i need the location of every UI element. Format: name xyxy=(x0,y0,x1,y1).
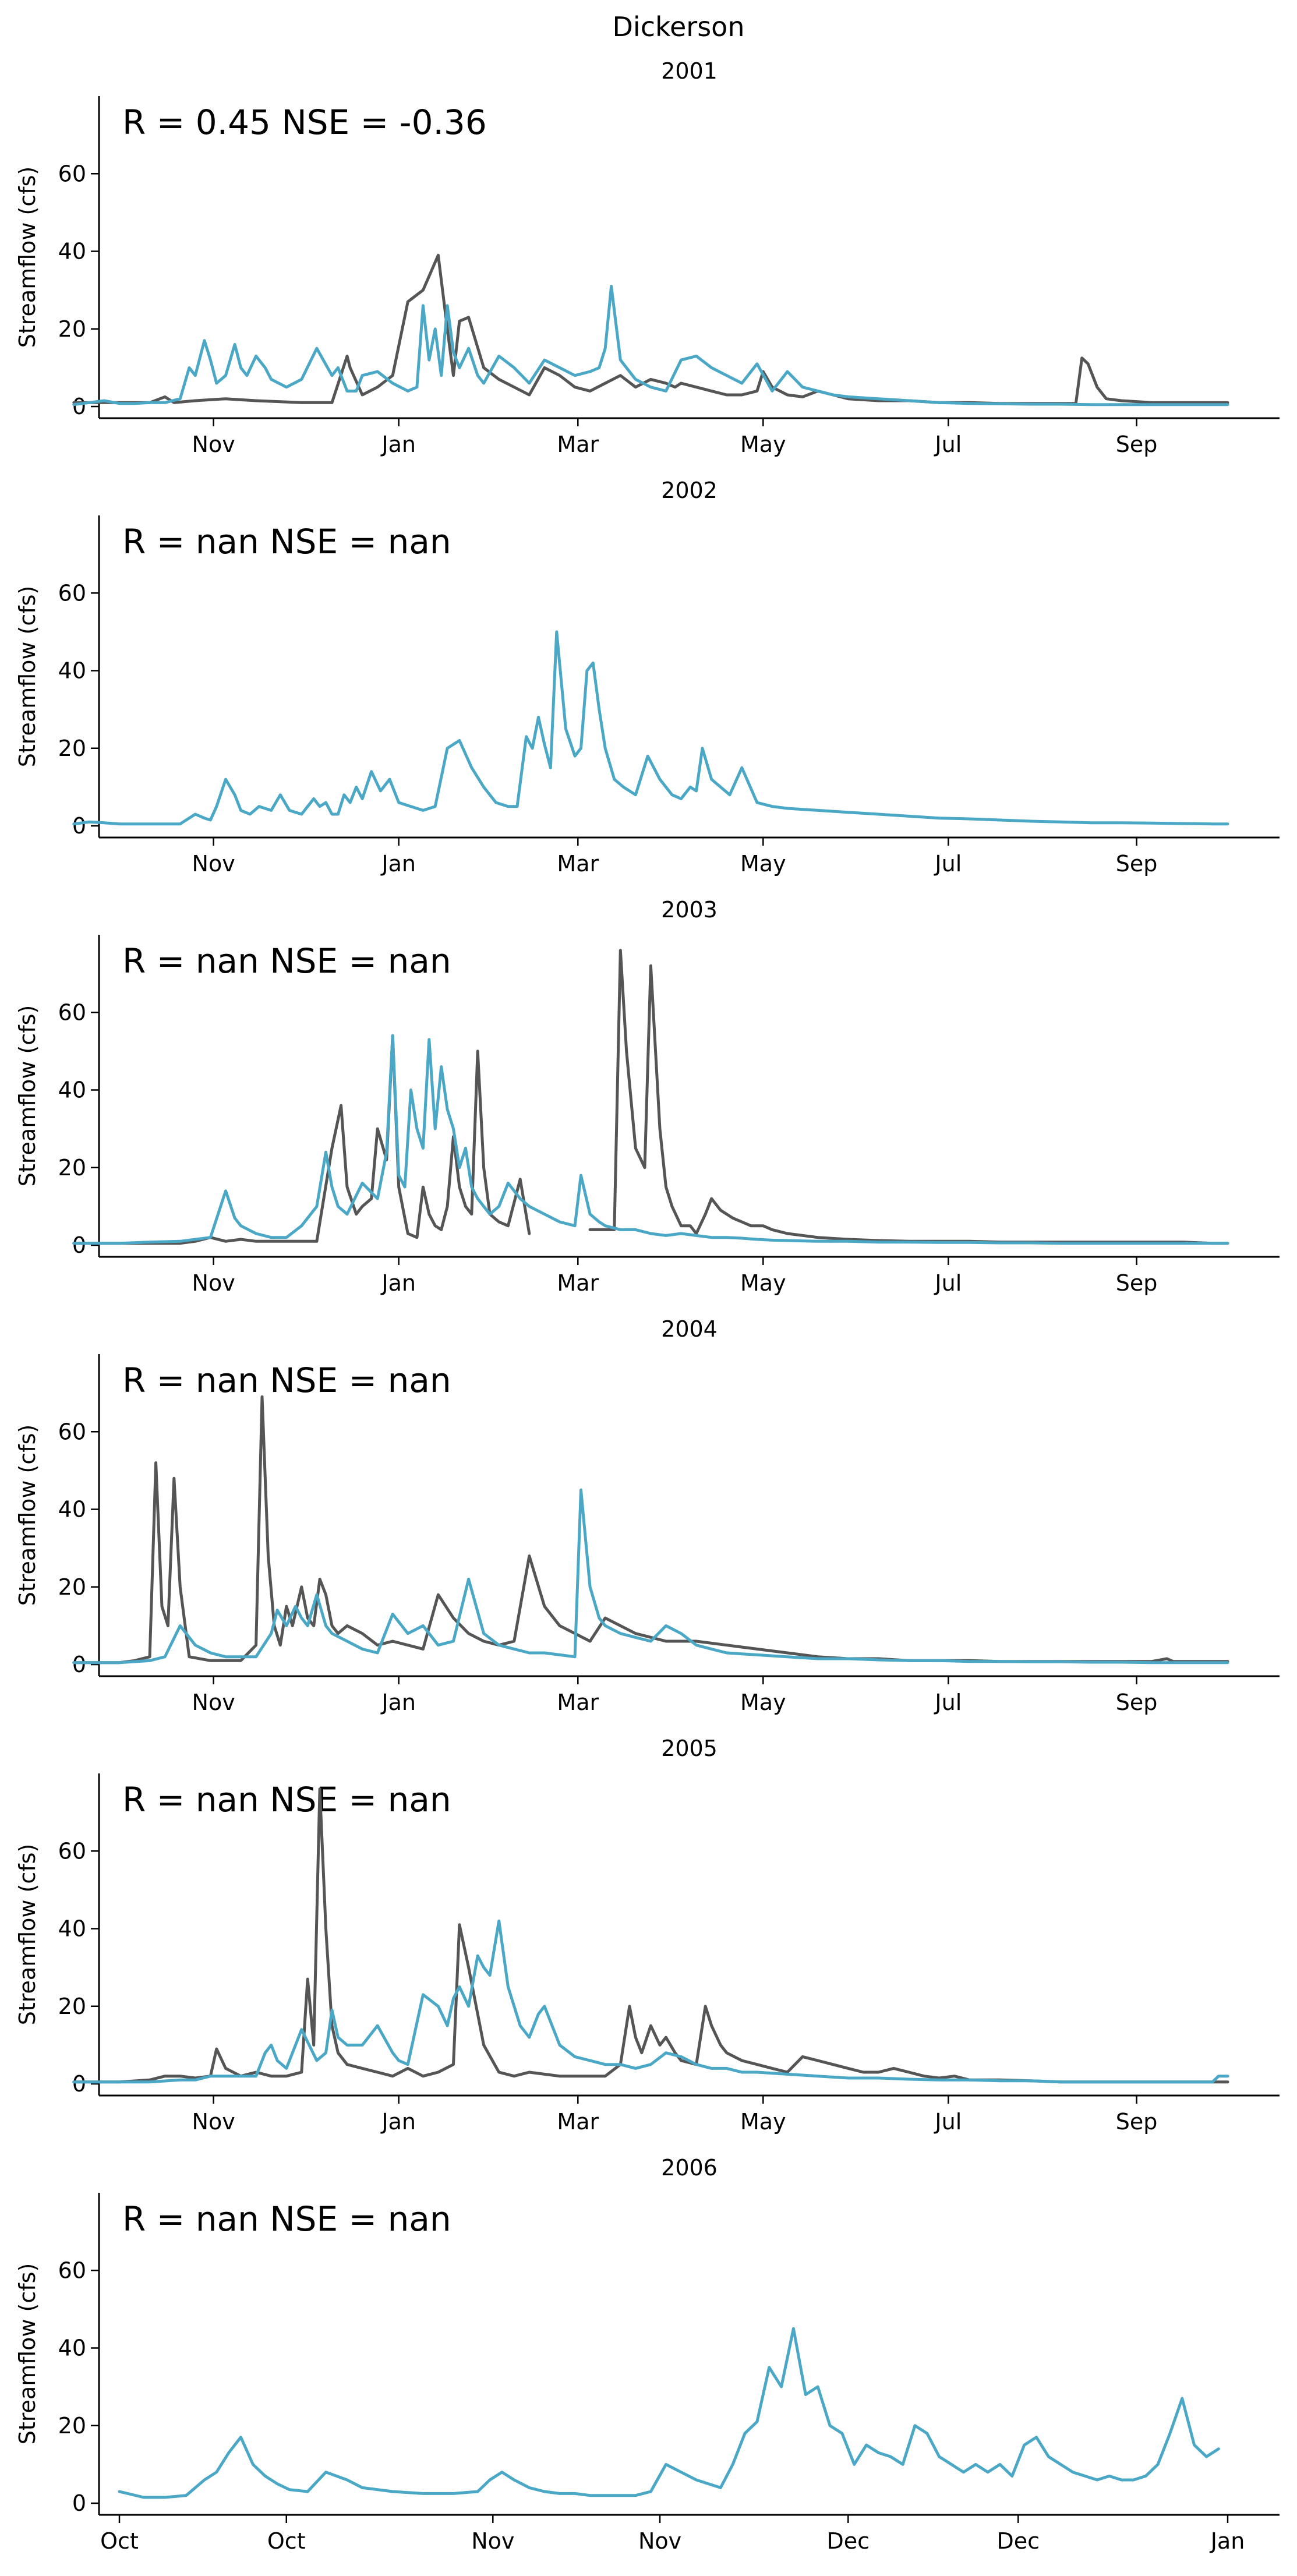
panel-title: 2006 xyxy=(661,2155,718,2181)
x-tick-label: Dec xyxy=(996,2528,1040,2554)
x-tick-label: Dec xyxy=(827,2528,870,2554)
y-tick-label: 0 xyxy=(72,1232,86,1258)
x-tick-label: Jul xyxy=(934,1690,962,1715)
x-tick-label: May xyxy=(740,1270,786,1296)
x-tick-label: Sep xyxy=(1116,1270,1158,1296)
x-tick-label: Mar xyxy=(557,851,599,877)
y-tick-label: 20 xyxy=(58,2413,86,2439)
y-tick-label: 20 xyxy=(58,316,86,342)
stats-annotation: R = nan NSE = nan xyxy=(122,1361,451,1400)
y-tick-label: 60 xyxy=(58,1419,86,1444)
y-tick-label: 40 xyxy=(58,658,86,684)
stats-annotation: R = nan NSE = nan xyxy=(122,941,451,981)
y-tick-label: 40 xyxy=(58,1077,86,1103)
simulated-series-line xyxy=(72,1034,1229,1245)
y-tick-label: 60 xyxy=(58,580,86,606)
observed-series-line xyxy=(72,1395,1229,1665)
chart-panel-2003: 2003 R = nan NSE = nan Streamflow (cfs) 0 20… xyxy=(15,897,1280,1296)
x-tick-label: Jan xyxy=(380,1690,416,1715)
stats-annotation: R = nan NSE = nan xyxy=(122,2199,451,2239)
y-tick-label: 60 xyxy=(58,2257,86,2283)
panel-title: 2004 xyxy=(661,1316,718,1342)
panel-title: 2005 xyxy=(661,1736,718,1761)
stats-annotation: R = nan NSE = nan xyxy=(122,1780,451,1819)
x-tick-label: Oct xyxy=(100,2528,139,2554)
panel-title: 2001 xyxy=(661,58,718,84)
x-tick-label: Jul xyxy=(934,851,962,877)
x-tick-label: Sep xyxy=(1116,1690,1158,1715)
simulated-series-line xyxy=(72,1919,1229,2084)
x-tick-label: Jul xyxy=(934,2109,962,2135)
x-tick-label: Nov xyxy=(638,2528,681,2554)
figure-title: Dickerson xyxy=(613,11,745,43)
simulated-series-line xyxy=(118,2327,1220,2499)
x-tick-label: Nov xyxy=(471,2528,514,2554)
y-tick-label: 0 xyxy=(72,394,86,419)
simulated-series-line xyxy=(72,630,1229,826)
y-tick-label: 20 xyxy=(58,736,86,761)
x-tick-label: Jan xyxy=(380,2109,416,2135)
y-axis-label: Streamflow (cfs) xyxy=(15,167,40,348)
x-tick-label: Nov xyxy=(192,851,235,877)
x-tick-label: Jan xyxy=(1210,2528,1245,2554)
y-tick-label: 60 xyxy=(58,161,86,186)
x-tick-label: Jan xyxy=(380,851,416,877)
y-tick-label: 0 xyxy=(72,2490,86,2516)
simulated-series-line xyxy=(72,285,1229,407)
x-tick-label: Mar xyxy=(557,2109,599,2135)
observed-series-line xyxy=(72,949,1229,1245)
x-tick-label: Nov xyxy=(192,2109,235,2135)
x-tick-label: Sep xyxy=(1116,432,1158,457)
chart-panel-2006: 2006 R = nan NSE = nan Streamflow (cfs) 0 20… xyxy=(15,2155,1280,2554)
panel-title: 2002 xyxy=(661,478,718,503)
x-tick-label: May xyxy=(740,1690,786,1715)
x-tick-label: May xyxy=(740,432,786,457)
x-tick-label: Nov xyxy=(192,1270,235,1296)
chart-panel-2004: 2004 R = nan NSE = nan Streamflow (cfs) 0 20… xyxy=(15,1316,1280,1715)
y-tick-label: 20 xyxy=(58,1574,86,1600)
chart-panel-2001: 2001 R = 0.45 NSE = -0.36 Streamflow (cfs)… xyxy=(15,58,1280,457)
y-tick-label: 20 xyxy=(58,1994,86,2019)
y-tick-label: 20 xyxy=(58,1155,86,1181)
y-tick-label: 60 xyxy=(58,1838,86,1864)
x-tick-label: Nov xyxy=(192,1690,235,1715)
chart-panel-2005: 2005 R = nan NSE = nan Streamflow (cfs) 0 20… xyxy=(15,1736,1280,2135)
y-tick-label: 60 xyxy=(58,999,86,1025)
x-tick-label: Sep xyxy=(1116,2109,1158,2135)
x-tick-label: Nov xyxy=(192,432,235,457)
x-tick-label: Jan xyxy=(380,432,416,457)
panel-title: 2003 xyxy=(661,897,718,923)
chart-panels: 2001 R = 0.45 NSE = -0.36 Streamflow (cfs)… xyxy=(15,58,1280,2554)
x-tick-label: Oct xyxy=(267,2528,306,2554)
y-tick-label: 0 xyxy=(72,813,86,839)
x-tick-label: Jan xyxy=(380,1270,416,1296)
x-tick-label: Jul xyxy=(934,1270,962,1296)
y-tick-label: 40 xyxy=(58,1916,86,1942)
stats-annotation: R = nan NSE = nan xyxy=(122,522,451,561)
y-tick-label: 40 xyxy=(58,2335,86,2361)
observed-series-line xyxy=(72,1787,1229,2084)
x-tick-label: Mar xyxy=(557,1270,599,1296)
x-tick-label: May xyxy=(740,2109,786,2135)
x-tick-label: Mar xyxy=(557,432,599,457)
x-tick-label: Mar xyxy=(557,1690,599,1715)
x-tick-label: Jul xyxy=(934,432,962,457)
simulated-series-line xyxy=(72,1488,1229,1665)
stats-annotation: R = 0.45 NSE = -0.36 xyxy=(122,103,487,142)
y-axis-label: Streamflow (cfs) xyxy=(15,2263,40,2445)
x-tick-label: May xyxy=(740,851,786,877)
y-axis-label: Streamflow (cfs) xyxy=(15,1005,40,1187)
y-tick-label: 40 xyxy=(58,239,86,264)
y-tick-label: 0 xyxy=(72,2071,86,2097)
x-tick-label: Sep xyxy=(1116,851,1158,877)
y-tick-label: 40 xyxy=(58,1497,86,1522)
chart-panel-2002: 2002 R = nan NSE = nan Streamflow (cfs) 0 20… xyxy=(15,478,1280,877)
y-axis-label: Streamflow (cfs) xyxy=(15,1844,40,2026)
y-axis-label: Streamflow (cfs) xyxy=(15,586,40,768)
observed-series-line xyxy=(72,253,1229,405)
y-tick-label: 0 xyxy=(72,1652,86,1677)
y-axis-label: Streamflow (cfs) xyxy=(15,1425,40,1606)
